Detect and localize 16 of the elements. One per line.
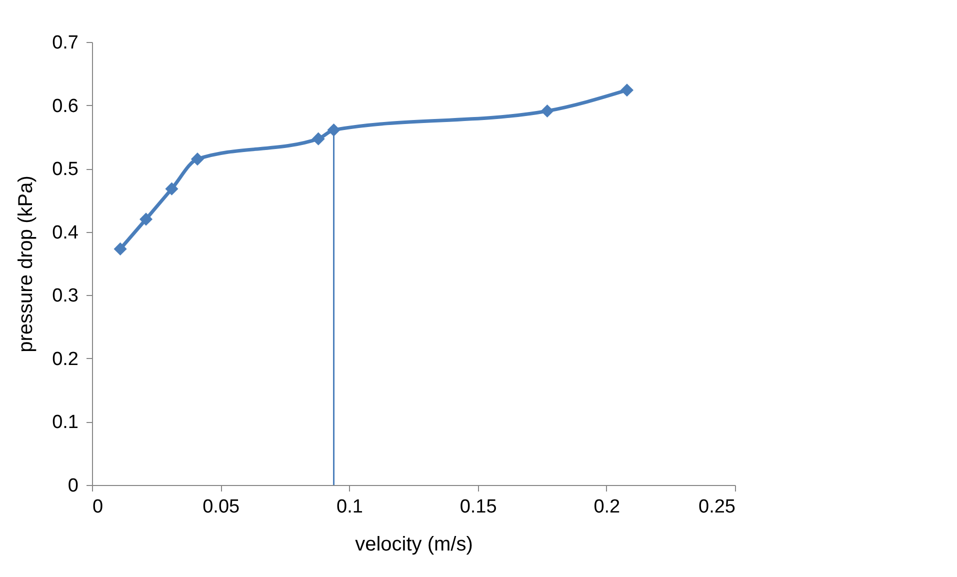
y-tick-label: 0.3	[52, 286, 78, 307]
y-axis-title: pressure drop (kPa)	[15, 176, 38, 352]
x-tick-label: 0.05	[202, 496, 240, 518]
y-tick-label: 0.6	[52, 96, 78, 117]
x-tick-label: 0.2	[594, 496, 620, 518]
y-tick-label: 0	[68, 476, 78, 496]
x-tick-label: 0.1	[336, 496, 363, 518]
x-tick-label: 0.25	[698, 496, 736, 518]
y-tick-label: 0.5	[52, 159, 78, 180]
x-tick-label: 0	[92, 496, 104, 518]
y-tick-label: 0.2	[52, 348, 78, 370]
x-tick-label: 0.15	[460, 496, 497, 518]
y-tick-label: 0.4	[52, 222, 79, 244]
y-tick-label: 0.7	[52, 32, 78, 54]
y-tick-label: 0.1	[52, 412, 78, 434]
x-axis-title: velocity (m/s)	[355, 534, 473, 556]
